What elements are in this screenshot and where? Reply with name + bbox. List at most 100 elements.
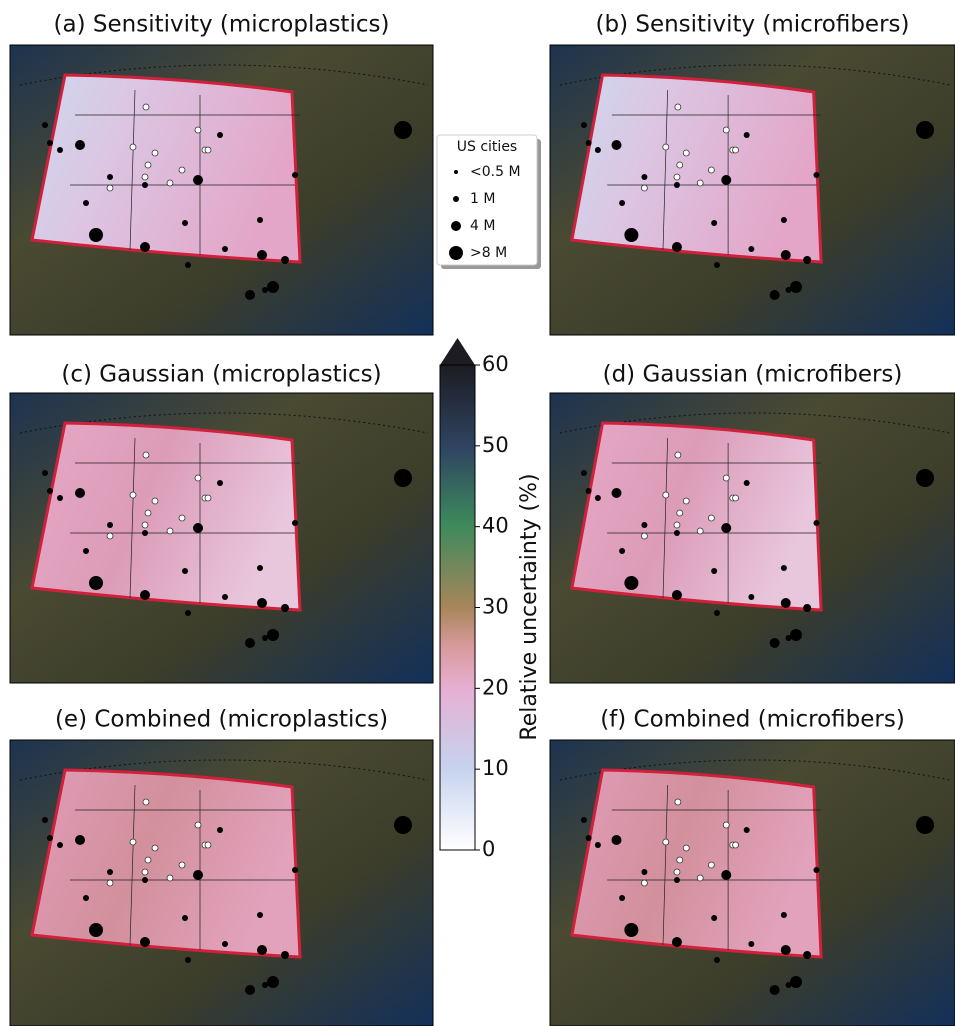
city-marker [641, 869, 647, 875]
city-marker [47, 835, 53, 841]
map-panel: (c) Gaussian (microplastics) [10, 362, 433, 684]
city-marker [257, 250, 267, 260]
panel-title: (b) Sensitivity (microfibers) [596, 12, 910, 38]
colorbar-tick-label: 40 [482, 514, 509, 538]
city-marker [619, 548, 625, 554]
city-star [167, 528, 173, 534]
panel-title: (a) Sensitivity (microplastics) [54, 12, 390, 38]
city-marker [674, 877, 680, 883]
city-marker [674, 530, 680, 536]
city-marker [83, 895, 89, 901]
city-marker [744, 480, 750, 486]
city-marker [257, 945, 267, 955]
city-marker [674, 182, 680, 188]
city-star [205, 495, 211, 501]
city-marker [182, 568, 188, 574]
panel-title: (d) Gaussian (microfibers) [603, 362, 903, 388]
city-marker [245, 638, 255, 648]
colorbar-tick-label: 20 [482, 675, 509, 699]
city-marker [803, 256, 811, 264]
city-marker [193, 870, 203, 880]
city-marker [83, 200, 89, 206]
city-star [675, 452, 681, 458]
city-marker [595, 147, 601, 153]
city-star [697, 528, 703, 534]
legend-marker [453, 196, 459, 202]
city-marker [748, 594, 754, 600]
city-marker [42, 817, 48, 823]
city-star [674, 522, 680, 528]
legend-entry: >8 M [470, 245, 507, 261]
domain-region [32, 75, 300, 262]
city-star [723, 475, 729, 481]
city-marker [57, 495, 63, 501]
city-marker [770, 290, 780, 300]
legend-entry: <0.5 M [470, 164, 521, 180]
city-star [677, 162, 683, 168]
city-star [107, 185, 113, 191]
map-panel: (e) Combined (microplastics) [10, 707, 433, 1026]
city-marker [140, 590, 150, 600]
city-star [683, 498, 689, 504]
city-marker [770, 985, 780, 995]
city-marker [245, 290, 255, 300]
city-marker [281, 951, 289, 959]
city-star [674, 174, 680, 180]
city-star [152, 150, 158, 156]
city-marker [711, 568, 717, 574]
city-marker [292, 172, 298, 178]
city-marker [267, 976, 279, 988]
city-star [167, 180, 173, 186]
city-marker [624, 228, 638, 242]
city-marker [586, 488, 592, 494]
city-marker [57, 842, 63, 848]
city-star [723, 822, 729, 828]
city-marker [75, 488, 85, 498]
city-marker [781, 250, 791, 260]
city-marker [744, 827, 750, 833]
city-marker [595, 495, 601, 501]
colorbar-tick-label: 60 [482, 352, 509, 376]
city-marker [394, 816, 412, 834]
city-marker [714, 610, 720, 616]
city-star [663, 144, 669, 150]
city-star [143, 452, 149, 458]
city-marker [47, 488, 53, 494]
city-marker [790, 281, 802, 293]
city-marker [107, 869, 113, 875]
city-star [195, 822, 201, 828]
city-star [143, 799, 149, 805]
domain-region [572, 770, 821, 957]
city-star [697, 180, 703, 186]
city-star [708, 862, 714, 868]
city-marker [107, 174, 113, 180]
city-star [675, 104, 681, 110]
city-marker [394, 121, 412, 139]
city-marker [47, 140, 53, 146]
map-panel: (d) Gaussian (microfibers) [550, 362, 955, 684]
city-marker [586, 140, 592, 146]
city-marker [619, 895, 625, 901]
city-star [145, 857, 151, 863]
city-marker [267, 281, 279, 293]
legend-entry: 4 M [470, 218, 495, 234]
city-marker [57, 147, 63, 153]
city-marker [182, 915, 188, 921]
city-marker [89, 576, 103, 590]
city-marker [245, 985, 255, 995]
city-star [641, 533, 647, 539]
city-star [641, 185, 647, 191]
domain-region [572, 75, 821, 262]
city-marker [394, 469, 412, 487]
city-marker [641, 174, 647, 180]
city-marker [624, 923, 638, 937]
map-panel: (f) Combined (microfibers) [550, 707, 955, 1026]
city-marker [813, 172, 819, 178]
city-marker [292, 867, 298, 873]
city-star [142, 522, 148, 528]
city-marker [781, 598, 791, 608]
legend-marker [449, 246, 463, 260]
city-star [205, 147, 211, 153]
figure: (a) Sensitivity (microplastics) (b) Sensi… [0, 0, 955, 1026]
city-marker [140, 937, 150, 947]
